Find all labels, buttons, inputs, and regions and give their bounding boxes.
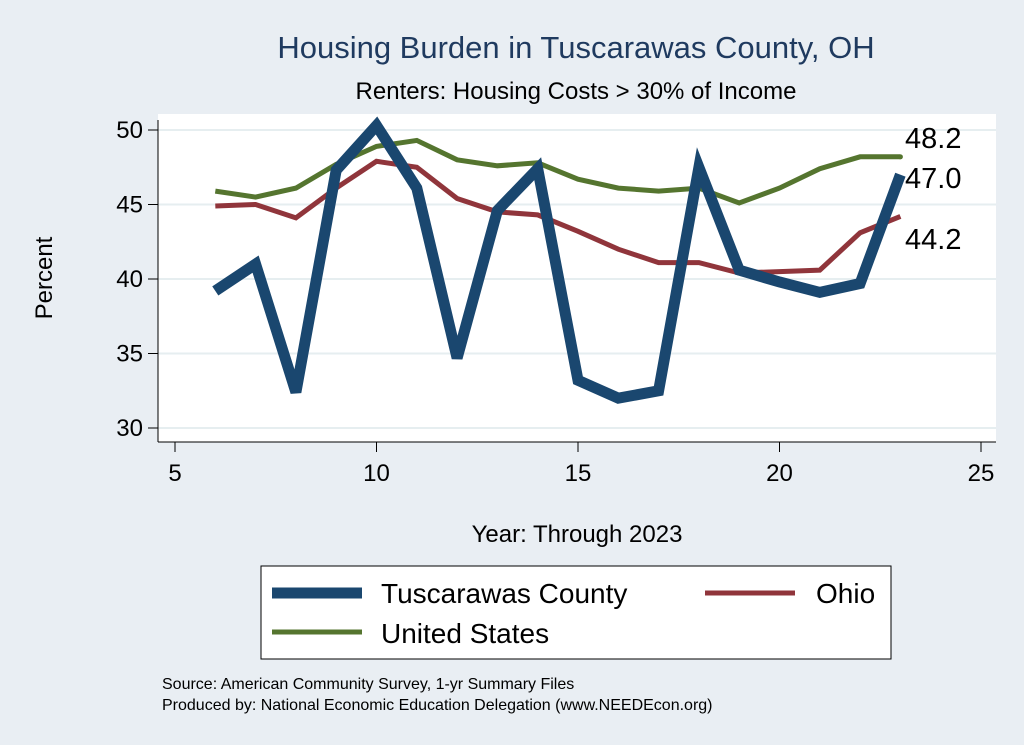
y-tick-label-40: 40 [116, 266, 143, 293]
y-axis-ticks: 30 35 40 45 50 [116, 117, 158, 442]
x-tick-label-25: 25 [968, 460, 995, 487]
end-label-united-states: 48.2 [905, 123, 961, 155]
legend: Tuscarawas County Ohio United States [260, 565, 892, 660]
end-labels: 47.0 44.2 48.2 [905, 123, 961, 256]
x-tick-label-10: 10 [363, 460, 390, 487]
chart-subtitle: Renters: Housing Costs > 30% of Income [356, 78, 797, 105]
x-tick-label-20: 20 [766, 460, 793, 487]
producer-note: Produced by: National Economic Education… [162, 697, 713, 714]
legend-box [260, 565, 892, 660]
legend-label-tuscarawas: Tuscarawas County [381, 578, 627, 609]
legend-label-united-states: United States [381, 618, 549, 649]
end-label-ohio: 44.2 [905, 224, 961, 256]
x-axis-ticks: 5 10 15 20 25 [168, 442, 994, 487]
source-note: Source: American Community Survey, 1-yr … [162, 676, 574, 693]
x-tick-label-5: 5 [168, 460, 181, 487]
series-lines [212, 116, 906, 404]
series-line-tuscarawas [212, 116, 906, 404]
y-tick-label-45: 45 [116, 192, 143, 219]
legend-label-ohio: Ohio [816, 578, 875, 609]
end-marker-united-states [897, 154, 903, 160]
series-line-united-states [214, 137, 901, 206]
y-axis-label: Percent [31, 236, 58, 319]
x-tick-label-15: 15 [565, 460, 592, 487]
y-tick-label-35: 35 [116, 341, 143, 368]
x-axis-label: Year: Through 2023 [472, 521, 683, 548]
end-label-tuscarawas: 47.0 [905, 163, 961, 195]
y-tick-label-30: 30 [116, 415, 143, 442]
y-tick-label-50: 50 [116, 117, 143, 144]
chart-title: Housing Burden in Tuscarawas County, OH [277, 30, 874, 65]
